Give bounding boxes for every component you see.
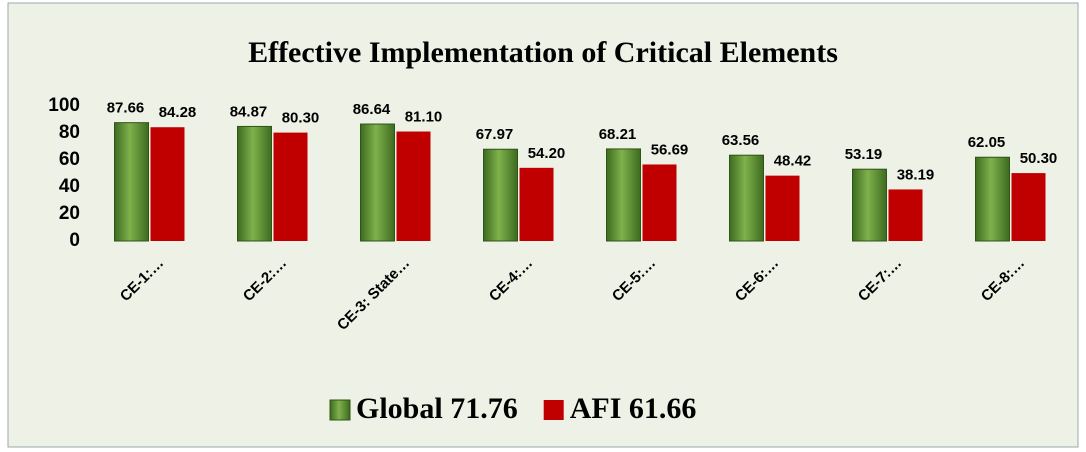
data-label: 50.30 (1020, 150, 1058, 167)
data-label: 63.56 (722, 132, 760, 149)
bar (975, 156, 1010, 242)
data-label: 68.21 (599, 126, 637, 143)
bar (273, 132, 308, 241)
data-label: 67.97 (476, 126, 514, 143)
data-label: 38.19 (897, 166, 935, 183)
bar (606, 148, 641, 242)
bar (114, 122, 149, 242)
bar (150, 127, 185, 241)
y-tick-label: 60 (59, 149, 80, 170)
data-label: 56.69 (651, 141, 689, 158)
data-label: 80.30 (282, 110, 320, 127)
bar (729, 154, 764, 242)
legend-label: AFI 61.66 (570, 392, 697, 425)
data-label: 84.87 (230, 103, 268, 120)
data-label: 87.66 (107, 100, 145, 117)
bar (888, 189, 923, 241)
bar (237, 125, 272, 242)
bar (642, 164, 677, 241)
data-label: 81.10 (405, 108, 443, 125)
bar (396, 131, 431, 241)
y-tick-label: 0 (69, 230, 80, 251)
y-tick-label: 100 (48, 95, 80, 116)
chart-title: Effective Implementation of Critical Ele… (248, 36, 838, 69)
y-tick-label: 40 (59, 176, 80, 197)
legend-swatch (543, 400, 564, 420)
bar (765, 175, 800, 241)
data-label: 86.64 (353, 101, 391, 118)
legend-label: Global 71.76 (356, 392, 518, 425)
bar (483, 148, 518, 242)
y-tick-label: 20 (59, 203, 80, 224)
data-label: 84.28 (159, 104, 197, 121)
bar (519, 167, 554, 241)
data-label: 62.05 (968, 134, 1006, 151)
y-tick-label: 80 (59, 122, 80, 143)
data-label: 54.20 (528, 145, 566, 162)
data-label: 48.42 (774, 153, 812, 170)
bar (1011, 173, 1046, 241)
bar (360, 123, 395, 242)
data-label: 53.19 (845, 146, 883, 163)
legend-swatch (329, 399, 351, 421)
bar (852, 168, 887, 242)
